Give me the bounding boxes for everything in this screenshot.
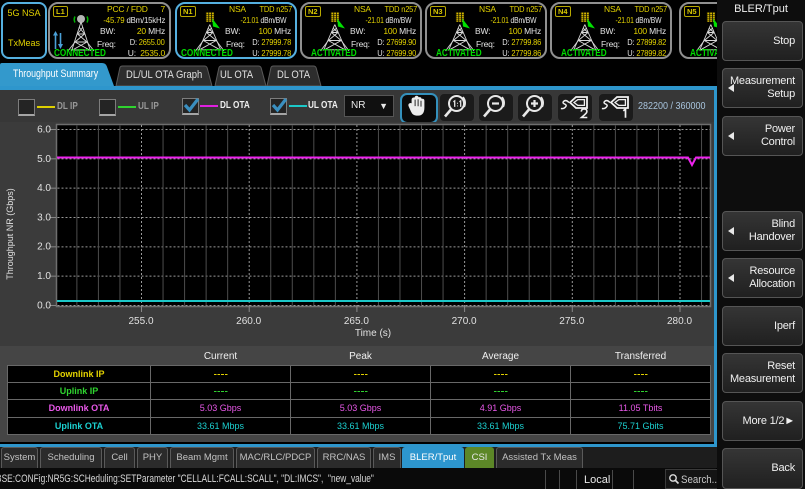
svg-text:Throughput NR (Gbps): Throughput NR (Gbps) <box>5 188 15 280</box>
svg-text:Time (s): Time (s) <box>355 328 391 339</box>
svg-text:0.0: 0.0 <box>37 300 51 311</box>
svg-text:260.0: 260.0 <box>236 316 261 327</box>
svg-text:5.0: 5.0 <box>37 154 51 165</box>
svg-text:255.0: 255.0 <box>128 316 153 327</box>
svg-text:265.0: 265.0 <box>344 316 369 327</box>
svg-text:275.0: 275.0 <box>559 316 584 327</box>
svg-text:2.0: 2.0 <box>37 242 51 253</box>
svg-text:1.0: 1.0 <box>37 271 51 282</box>
svg-text:6.0: 6.0 <box>37 125 51 136</box>
svg-text:280.0: 280.0 <box>667 316 692 327</box>
svg-text:270.0: 270.0 <box>452 316 477 327</box>
svg-text:4.0: 4.0 <box>37 183 51 194</box>
svg-text:3.0: 3.0 <box>37 212 51 223</box>
